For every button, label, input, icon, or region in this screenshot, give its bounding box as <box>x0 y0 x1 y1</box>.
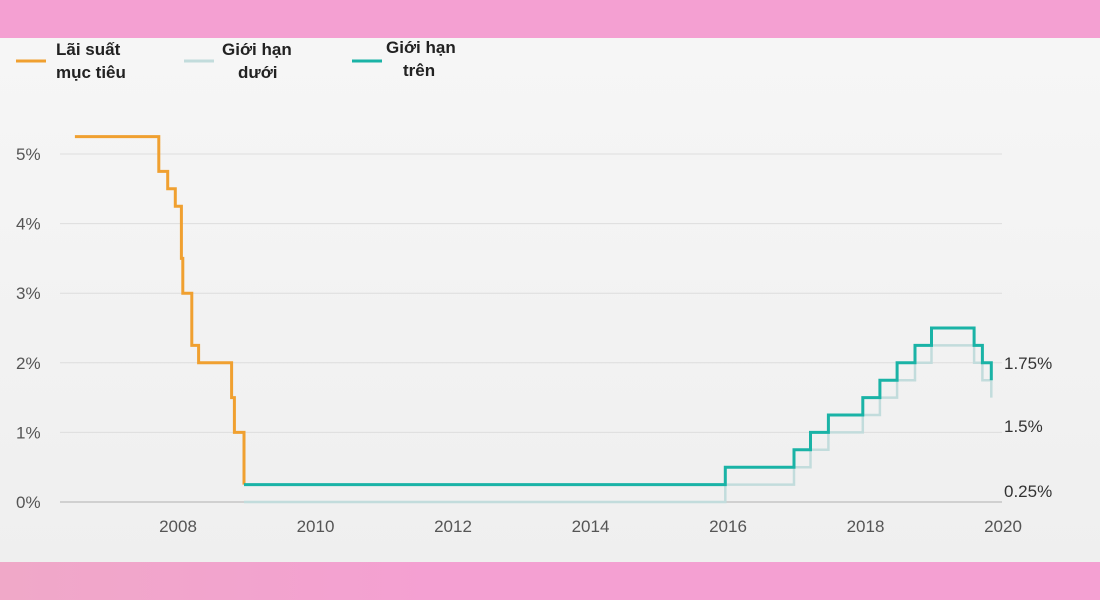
top-band <box>0 0 1100 38</box>
legend-label-lower-bound-line-1: Giới hạn <box>222 40 292 59</box>
annotation-0-25: 0.25% <box>1004 482 1052 501</box>
x-axis-ticks: 2008 2010 2012 2014 2016 2018 2020 <box>159 517 1022 536</box>
legend-label-upper-bound-line-1: Giới hạn <box>386 38 456 57</box>
bottom-band <box>0 562 1100 600</box>
legend-label-target-rate-line-2: mục tiêu <box>56 63 126 82</box>
y-tick-label: 1% <box>16 423 41 442</box>
legend-label-target-rate-line-1: Lãi suất <box>56 40 121 59</box>
y-axis-ticks: 0% 1% 2% 3% 4% 5% <box>16 145 41 512</box>
annotation-1-5: 1.5% <box>1004 417 1043 436</box>
legend-item-target-rate: Lãi suất mục tiêu <box>16 40 126 82</box>
y-tick-label: 2% <box>16 354 41 373</box>
x-tick-label: 2020 <box>984 517 1022 536</box>
series-line-lower-bound <box>244 344 993 504</box>
y-tick-label: 0% <box>16 493 41 512</box>
legend-item-upper-bound: Giới hạn trên <box>352 38 456 80</box>
series-line-target-rate <box>74 135 246 485</box>
legend: Lãi suất mục tiêu Giới hạn dưới Giới hạn… <box>16 38 456 82</box>
y-tick-label: 3% <box>16 284 41 303</box>
legend-item-lower-bound: Giới hạn dưới <box>184 40 292 82</box>
chart-panel <box>0 38 1100 562</box>
annotations: 1.75% 1.5% 0.25% <box>1004 354 1052 501</box>
series-line-upper-bound <box>244 326 993 487</box>
x-tick-label: 2018 <box>847 517 885 536</box>
y-tick-label: 5% <box>16 145 41 164</box>
x-tick-label: 2010 <box>297 517 335 536</box>
legend-label-lower-bound-line-2: dưới <box>238 63 278 82</box>
y-tick-label: 4% <box>16 215 41 234</box>
x-tick-label: 2008 <box>159 517 197 536</box>
legend-label-upper-bound-line-2: trên <box>403 61 435 80</box>
x-tick-label: 2012 <box>434 517 472 536</box>
series-lines <box>74 135 993 504</box>
x-tick-label: 2014 <box>572 517 610 536</box>
x-tick-label: 2016 <box>709 517 747 536</box>
annotation-1-75: 1.75% <box>1004 354 1052 373</box>
gridlines <box>60 153 1002 503</box>
